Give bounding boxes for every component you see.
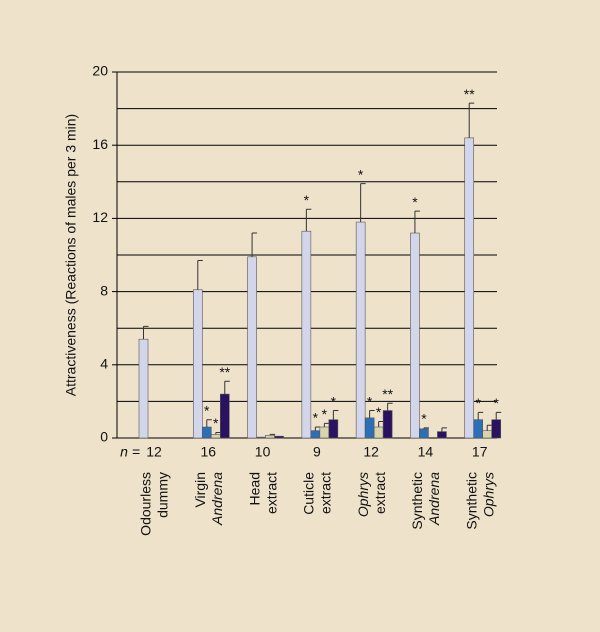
- error-bar: [143, 325, 149, 340]
- error-bar: [486, 424, 493, 431]
- significance: *: [376, 404, 382, 420]
- error-bar: [468, 102, 475, 138]
- significance: *: [358, 166, 364, 182]
- error-bar: [224, 380, 230, 395]
- n-value: 14: [418, 444, 434, 460]
- significance: **: [464, 86, 475, 102]
- bar: [192, 289, 203, 439]
- y-tick-label: 0: [100, 429, 108, 445]
- n-value: 12: [363, 444, 379, 460]
- bar: [301, 230, 312, 439]
- x-tick-label: Synthetic: [463, 472, 479, 530]
- x-tick-label: Odourless: [138, 472, 154, 536]
- x-tick-label: Andrena: [426, 472, 442, 526]
- error-bar: [387, 402, 393, 411]
- bar: [265, 434, 275, 439]
- bar: [210, 434, 221, 439]
- bar: [219, 393, 230, 439]
- x-tick-label: extract: [318, 472, 334, 514]
- error-bar: [369, 410, 375, 418]
- x-tick-label: Andrena: [209, 472, 225, 526]
- significance: **: [219, 364, 230, 380]
- significance: *: [313, 410, 319, 426]
- x-tick-label: dummy: [155, 472, 171, 518]
- x-tick-label: Head: [246, 472, 262, 505]
- n-value: 12: [146, 444, 162, 460]
- x-tick-label: Ophrys: [355, 472, 371, 517]
- bar: [310, 430, 321, 439]
- bar: [464, 137, 475, 439]
- x-tick-label: Ophrys: [480, 472, 496, 517]
- error-bar: [269, 433, 276, 436]
- bar: [201, 426, 212, 439]
- x-tick-label: Virgin: [192, 472, 208, 508]
- y-tick-label: 12: [92, 209, 108, 225]
- significance: *: [304, 192, 310, 208]
- n-value: 17: [472, 444, 488, 460]
- y-axis-label: Attractiveness (Reactions of males per 3…: [63, 114, 79, 396]
- bar: [328, 419, 339, 439]
- n-value: 9: [313, 444, 321, 460]
- significance: *: [493, 395, 499, 411]
- bar: [437, 431, 447, 439]
- significance: *: [412, 194, 418, 210]
- y-tick-label: 4: [100, 356, 108, 372]
- bar: [274, 435, 284, 439]
- y-tick-label: 20: [92, 63, 108, 79]
- x-tick-label: extract: [372, 472, 388, 514]
- bar: [256, 436, 266, 439]
- bar: [473, 419, 484, 439]
- bar: [382, 410, 393, 439]
- bar: [419, 428, 429, 439]
- x-tick-label: Cuticle: [301, 472, 317, 515]
- error-bar: [314, 426, 321, 431]
- significance: *: [367, 393, 373, 409]
- significance: **: [382, 386, 393, 402]
- bar: [355, 221, 366, 439]
- n-label: n =: [120, 444, 140, 460]
- error-bar: [323, 422, 330, 428]
- bar: [247, 256, 257, 439]
- significance: *: [204, 402, 210, 418]
- y-tick-label: 16: [92, 136, 108, 152]
- bar: [482, 430, 493, 439]
- x-tick-label: extract: [263, 472, 279, 514]
- n-value: 16: [200, 444, 216, 460]
- error-bar: [360, 183, 366, 223]
- error-bar: [378, 421, 384, 428]
- error-bar: [206, 419, 212, 428]
- n-value: 10: [255, 444, 271, 460]
- bar: [373, 426, 384, 439]
- error-bar: [423, 427, 429, 429]
- bar: [410, 232, 420, 439]
- error-bar: [215, 432, 221, 435]
- bar: [491, 419, 502, 439]
- bar: [138, 338, 149, 439]
- error-bar: [414, 210, 420, 234]
- x-tick-label: Synthetic: [409, 472, 425, 530]
- error-bar: [251, 232, 258, 257]
- error-bar: [477, 411, 484, 420]
- bar: [319, 426, 330, 439]
- error-bar: [197, 259, 203, 290]
- significance: *: [322, 406, 328, 422]
- bar: [364, 417, 375, 439]
- error-bar: [305, 208, 312, 232]
- error-bar: [441, 427, 447, 432]
- significance: *: [331, 393, 337, 409]
- error-bar: [495, 411, 502, 420]
- significance: *: [421, 411, 427, 427]
- y-tick-label: 8: [100, 282, 108, 298]
- error-bar: [332, 410, 339, 420]
- significance: *: [475, 395, 481, 411]
- significance: *: [213, 415, 219, 431]
